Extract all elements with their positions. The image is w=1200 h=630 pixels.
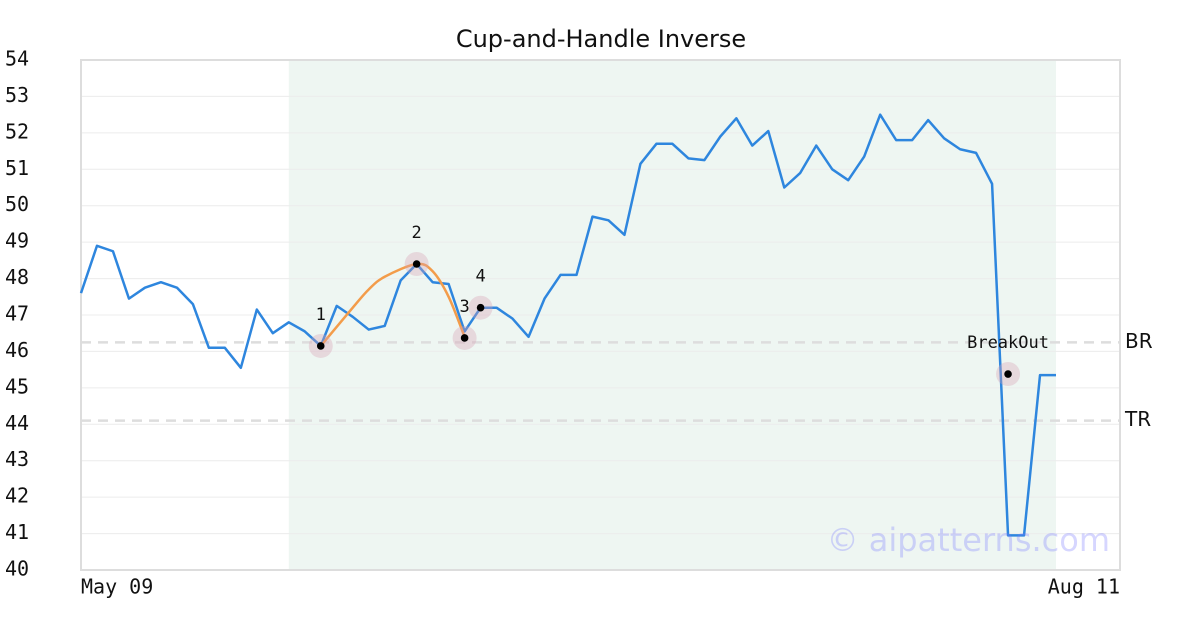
y-tick-label: 43: [5, 447, 29, 471]
y-tick-label: 47: [5, 302, 29, 326]
marker-label: 4: [475, 267, 485, 287]
y-tick-label: 42: [5, 484, 29, 508]
y-tick-label: 44: [5, 411, 29, 435]
marker-dot: [460, 334, 469, 342]
price-line: [79, 113, 1056, 537]
marker-label: 1: [316, 305, 326, 325]
fit-curve: [319, 262, 466, 347]
plot-frame: [80, 59, 1121, 571]
y-tick-label: 51: [5, 156, 29, 180]
x-tick-label: Aug 11: [1048, 575, 1120, 599]
y-tick-label: 49: [5, 229, 29, 253]
marker-dot: [316, 342, 325, 350]
y-tick-label: 52: [5, 119, 29, 143]
watermark: © aipatterns.com: [827, 521, 1110, 559]
chart-title: Cup-and-Handle Inverse: [456, 25, 746, 53]
marker-label: BreakOut: [967, 333, 1049, 353]
marker-label: 2: [412, 223, 422, 243]
level-label: TR: [1124, 407, 1151, 431]
y-tick-label: 40: [5, 557, 29, 581]
marker-dot: [1004, 370, 1012, 378]
y-tick-label: 53: [5, 83, 29, 107]
y-tick-label: 46: [5, 338, 29, 362]
y-tick-label: 48: [5, 265, 29, 289]
x-tick-label: May 09: [81, 575, 153, 599]
marker-dot: [476, 303, 485, 312]
marker-dot: [412, 260, 421, 268]
y-tick-label: 41: [5, 520, 29, 544]
y-tick-label: 54: [5, 47, 29, 71]
level-label: BR: [1125, 329, 1153, 353]
marker-label: 3: [459, 297, 469, 317]
y-tick-label: 50: [5, 192, 29, 216]
y-tick-label: 45: [5, 374, 29, 398]
